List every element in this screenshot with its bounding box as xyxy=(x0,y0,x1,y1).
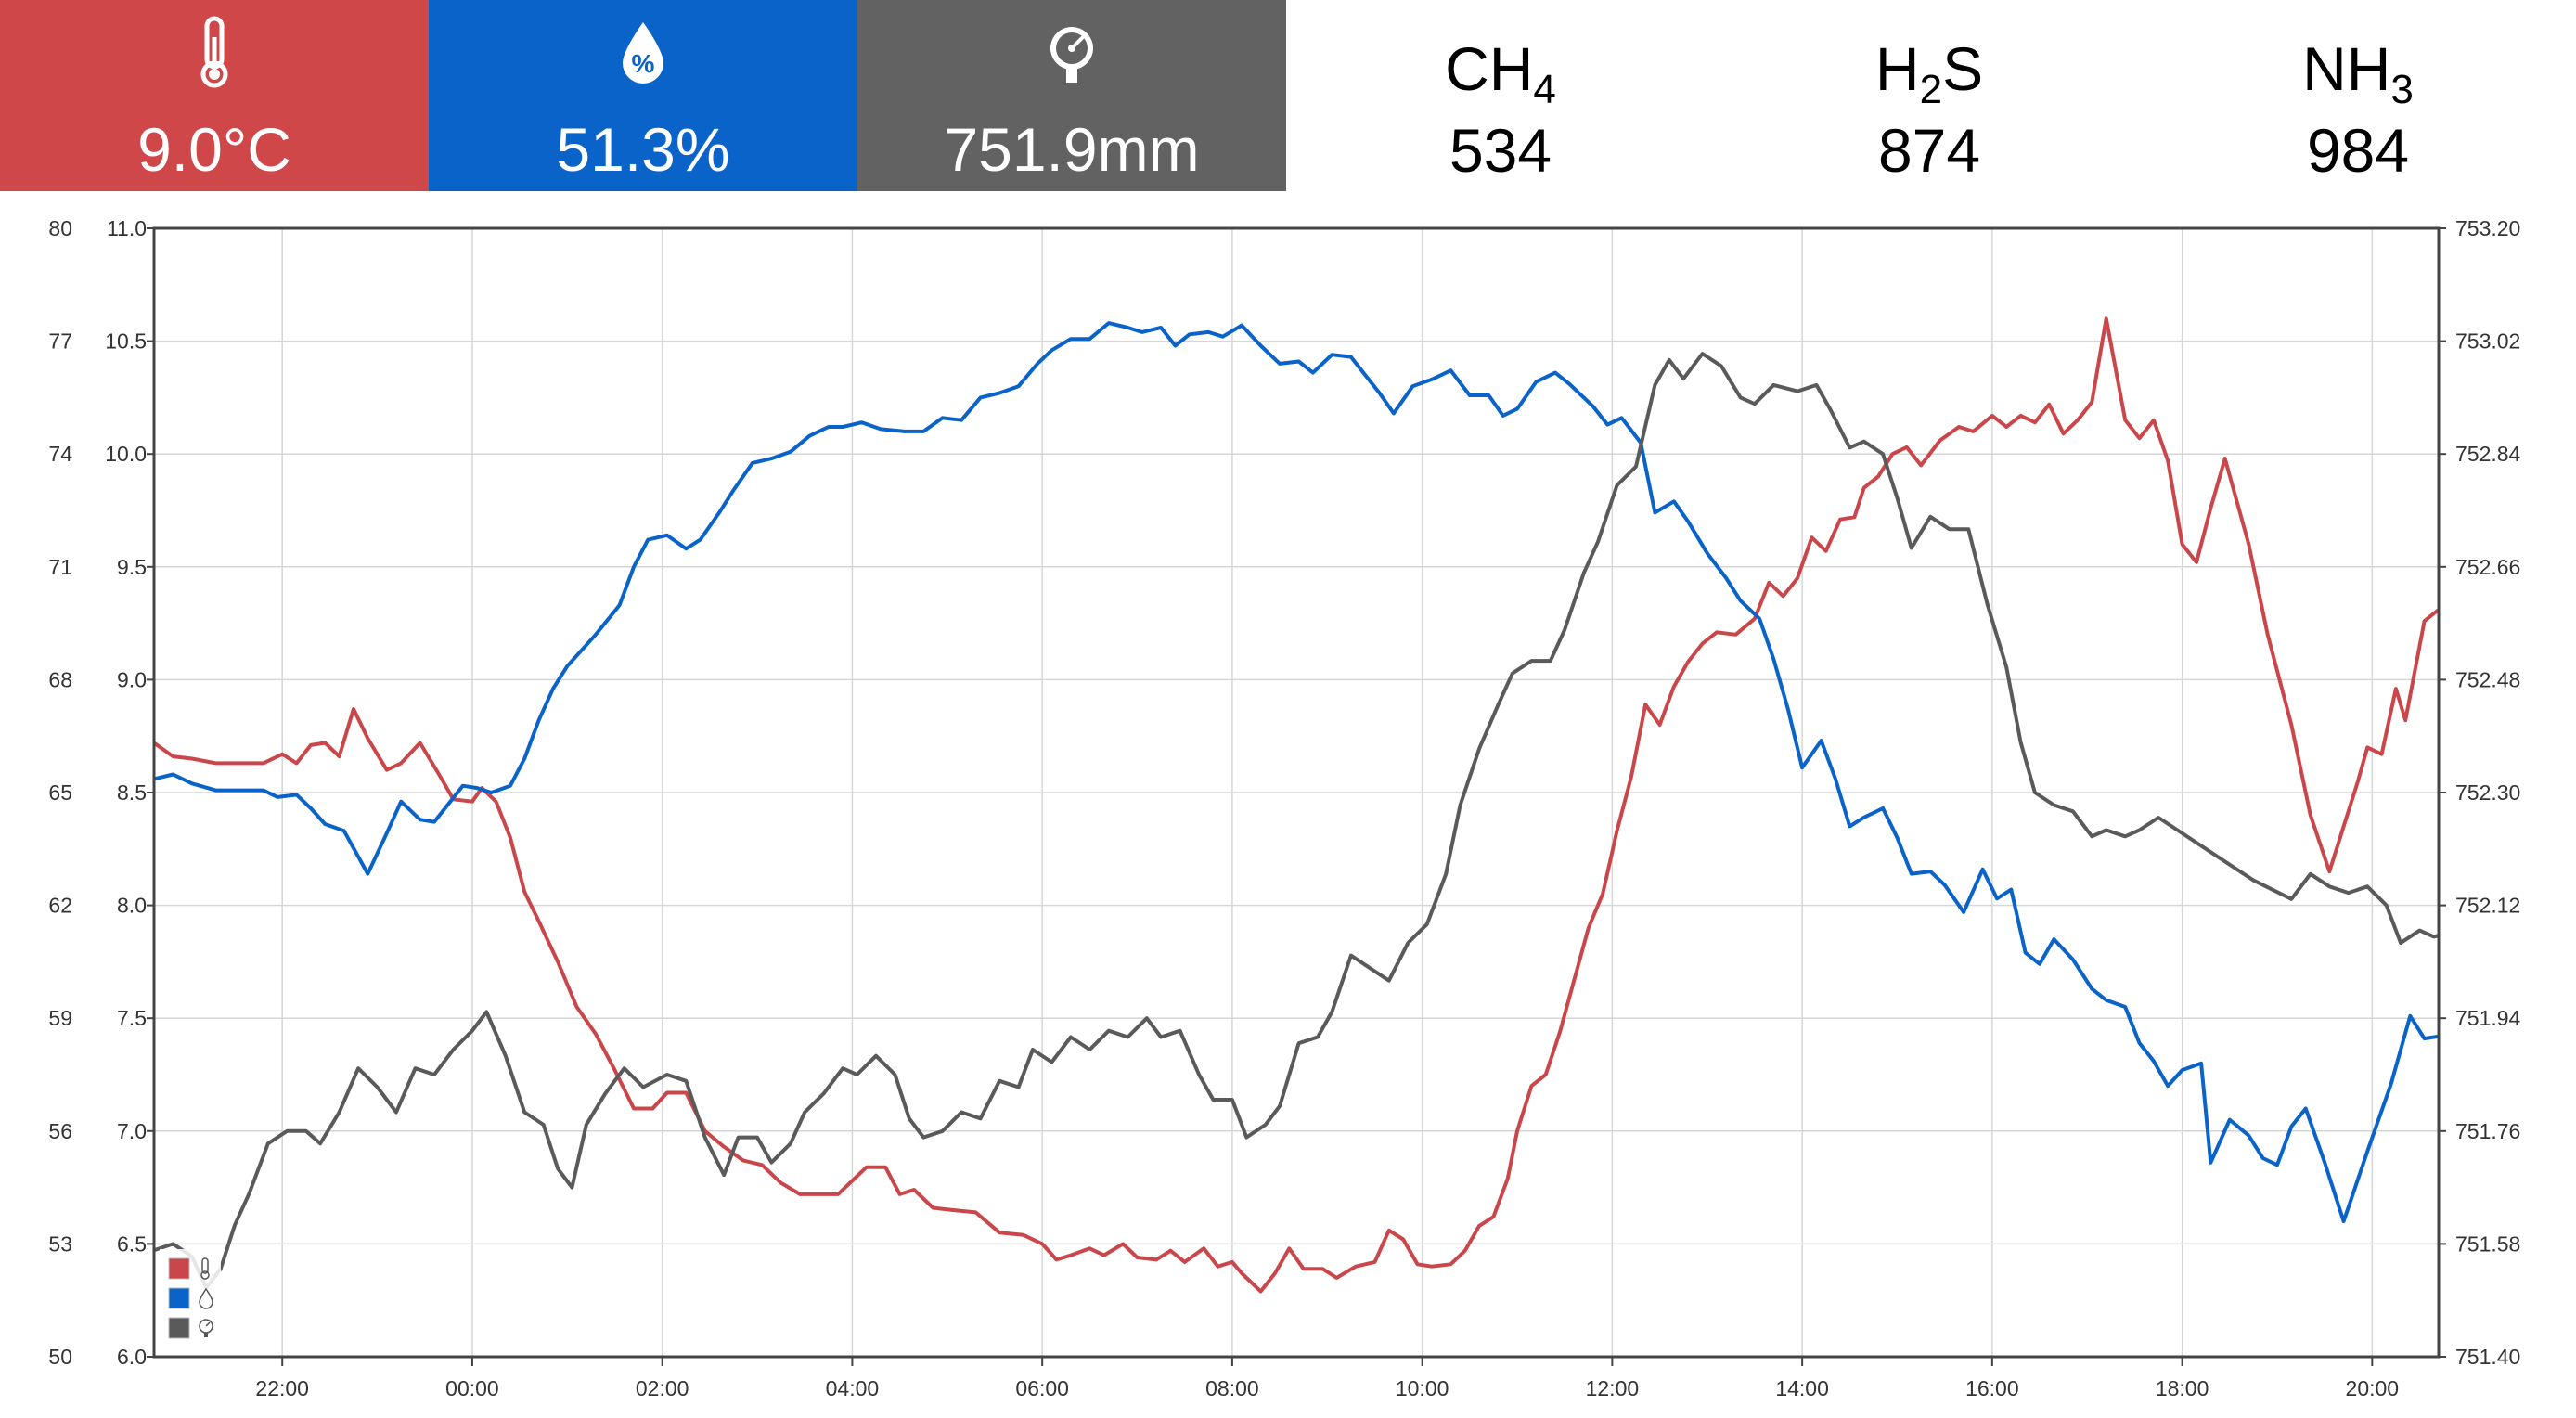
gas-ch4-label: CH4 xyxy=(1445,34,1556,112)
y-left-inner-tick-label: 6.0 xyxy=(117,1345,147,1369)
x-tick-label: 10:00 xyxy=(1396,1376,1449,1400)
x-tick-label: 22:00 xyxy=(255,1376,309,1400)
y-left-inner-tick-label: 7.0 xyxy=(117,1119,147,1143)
y-left-outer-tick-label: 80 xyxy=(48,216,72,240)
y-left-outer-tick-label: 71 xyxy=(48,555,72,579)
x-tick-label: 16:00 xyxy=(1965,1376,2019,1400)
x-tick-label: 02:00 xyxy=(636,1376,689,1400)
x-tick-label: 18:00 xyxy=(2156,1376,2209,1400)
y-left-inner-tick-label: 8.5 xyxy=(117,780,147,805)
humidity-tile: % 51.3% xyxy=(429,0,857,191)
y-left-outer-tick-label: 53 xyxy=(48,1231,72,1256)
y-right-tick-label: 753.20 xyxy=(2455,216,2520,240)
y-left-inner-tick-label: 9.5 xyxy=(117,555,147,579)
humidity-series-line xyxy=(154,321,2439,1224)
y-right-tick-label: 751.94 xyxy=(2455,1006,2521,1030)
pressure-gauge-icon-stem xyxy=(204,1333,208,1337)
temperature-value: 9.0°C xyxy=(137,115,291,184)
y-left-outer-tick-label: 62 xyxy=(48,894,72,918)
y-axis-left-inner: 6.0 6.5 7.0 7.5 8.0 8.5 9.0 9.5 10.0 10.5 11.0 xyxy=(105,216,154,1369)
humidity-drop-icon-shape xyxy=(199,1287,213,1309)
x-tick-label: 04:00 xyxy=(826,1376,880,1400)
y-right-tick-label: 751.40 xyxy=(2455,1345,2520,1369)
gas-nh3: NH3 984 xyxy=(2144,0,2572,191)
chart-legend[interactable] xyxy=(160,1249,221,1349)
thermometer-icon-bulb xyxy=(200,1270,210,1280)
sensor-line-chart: 50 53 56 59 62 65 68 71 74 77 80 6.0 6.5 7.0 7.5 8.0 8.… xyxy=(48,216,2521,1400)
y-left-inner-tick-label: 9.0 xyxy=(117,667,147,691)
pressure-gauge-icon xyxy=(857,15,1286,89)
legend-swatch xyxy=(168,1257,190,1280)
y-right-tick-label: 752.48 xyxy=(2455,667,2520,691)
y-left-outer-tick-label: 59 xyxy=(48,1006,72,1030)
thermometer-icon xyxy=(0,15,429,89)
y-left-outer-tick-label: 65 xyxy=(48,780,72,805)
x-tick-label: 20:00 xyxy=(2346,1376,2400,1400)
pressure-tile: 751.9mm xyxy=(857,0,1286,191)
gas-h2s-value: 874 xyxy=(1877,116,1981,185)
y-left-inner-tick-label: 7.5 xyxy=(117,1006,147,1030)
y-right-tick-label: 751.76 xyxy=(2455,1119,2520,1143)
legend-swatch xyxy=(168,1287,190,1309)
gas-nh3-label: NH3 xyxy=(2302,34,2414,112)
y-left-inner-tick-label: 6.5 xyxy=(117,1231,147,1256)
sensor-header: 9.0°C % 51.3% 751.9mm CH4 534 H2S 874 xyxy=(0,0,2576,191)
thermometer-icon-stem xyxy=(201,1257,209,1274)
gas-ch4-value: 534 xyxy=(1449,116,1552,185)
humidity-drop-icon: % xyxy=(429,15,857,89)
y-left-inner-tick-label: 11.0 xyxy=(107,216,147,240)
y-left-outer-tick-label: 74 xyxy=(48,442,72,466)
y-left-outer-tick-label: 56 xyxy=(48,1119,72,1143)
plot-frame xyxy=(152,226,2441,1359)
temperature-series-line xyxy=(154,316,2439,1294)
x-axis: 22:00 00:00 02:00 04:00 06:00 08:00 10:00 12:00… xyxy=(255,1357,2399,1400)
svg-text:%: % xyxy=(632,49,655,78)
x-tick-label: 14:00 xyxy=(1775,1376,1829,1400)
gas-h2s-label: H2S xyxy=(1874,34,1984,112)
pressure-gauge-icon xyxy=(199,1319,213,1337)
y-left-outer-tick-label: 77 xyxy=(48,329,72,354)
y-axis-right: 751.40 751.58 751.76 751.94 752.12 752.30 752.… xyxy=(2439,216,2521,1369)
temperature-tile: 9.0°C xyxy=(0,0,429,191)
y-right-tick-label: 752.84 xyxy=(2455,442,2521,466)
thermometer-icon xyxy=(200,1257,210,1280)
y-axis-left-outer: 50 53 56 59 62 65 68 71 74 77 80 xyxy=(48,216,72,1369)
y-right-tick-label: 752.30 xyxy=(2455,780,2520,805)
gas-h2s: H2S 874 xyxy=(1715,0,2144,191)
y-right-tick-label: 752.12 xyxy=(2455,894,2520,918)
y-left-inner-tick-label: 10.0 xyxy=(105,442,147,466)
y-left-outer-tick-label: 68 xyxy=(48,667,72,691)
humidity-drop-icon xyxy=(199,1287,213,1309)
y-left-inner-tick-label: 8.0 xyxy=(117,894,147,918)
x-tick-label: 08:00 xyxy=(1205,1376,1259,1400)
x-tick-label: 06:00 xyxy=(1015,1376,1069,1400)
x-tick-label: 12:00 xyxy=(1586,1376,1640,1400)
chart-series xyxy=(154,316,2439,1294)
y-left-outer-tick-label: 50 xyxy=(48,1345,72,1369)
gas-ch4: CH4 534 xyxy=(1286,0,1715,191)
y-right-tick-label: 751.58 xyxy=(2455,1231,2520,1256)
x-tick-label: 00:00 xyxy=(445,1376,499,1400)
pressure-series-line xyxy=(154,352,2439,1290)
pressure-value: 751.9mm xyxy=(944,115,1200,184)
pressure-gauge-icon-needle xyxy=(205,1321,211,1327)
legend-swatch xyxy=(168,1317,190,1339)
humidity-value: 51.3% xyxy=(556,115,730,184)
gas-nh3-value: 984 xyxy=(2306,116,2410,185)
y-right-tick-label: 753.02 xyxy=(2455,329,2520,354)
y-right-tick-label: 752.66 xyxy=(2455,555,2520,579)
y-left-inner-tick-label: 10.5 xyxy=(105,329,147,354)
